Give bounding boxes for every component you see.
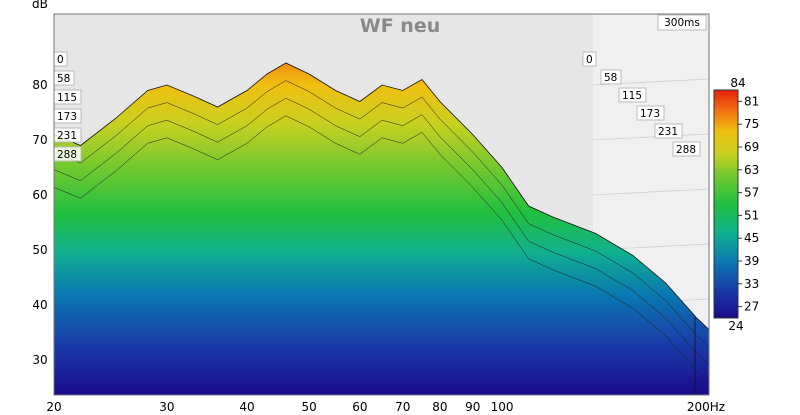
colorbar-tick-label: 81 [744,94,759,108]
y-tick-label: 50 [32,243,47,257]
time-window-box [657,14,707,31]
y-tick-label: 80 [32,78,47,92]
colorbar: 84 24 81 75 69 63 57 51 45 39 33 27 [713,76,759,333]
x-tick-label: 30 [159,400,174,414]
y-tick-label: 30 [32,353,47,367]
time-slice-label: 288 [57,149,77,161]
colorbar-tick-label: 45 [744,231,759,245]
plot-frame [53,13,710,396]
y-tick-label: 40 [32,298,47,312]
colorbar-tick-label: 69 [744,140,759,154]
time-slice-label: 173 [640,108,660,120]
colorbar-bottom-label: 24 [728,319,743,333]
grid-line [592,133,710,141]
time-slice-label: 115 [622,90,642,102]
time-slice-label: 115 [57,92,77,104]
spectrum-contour [54,80,696,334]
y-axis-label: dB [32,0,48,11]
x-tick-label: 60 [352,400,367,414]
x-tick-label: 40 [239,400,254,414]
time-slice-label-box [672,141,701,157]
time-window-label: 300ms [664,17,700,29]
colorbar-tick-label: 57 [744,186,759,200]
colorbar-gradient [713,89,739,319]
y-axis-ticks: 30 40 50 60 70 80 [32,78,47,367]
time-slice-label-box [618,87,647,103]
spectrum-contour [54,97,696,352]
x-tick-label: 100 [491,400,514,414]
x-tick-label: 50 [301,400,316,414]
time-slice-label-box [600,69,622,85]
x-tick-label: 90 [465,400,480,414]
y-tick-label: 70 [32,133,47,147]
x-tick-label: 20 [46,400,61,414]
grid-line [592,188,710,196]
colorbar-tick-label: 39 [744,254,759,268]
time-slice-label: 58 [604,72,617,84]
time-slice-label-box [636,105,665,121]
colorbar-tick-label: 51 [744,208,759,222]
colorbar-tick-label: 75 [744,117,759,131]
colorbar-tick-label: 33 [744,277,759,291]
colorbar-top-label: 84 [730,76,745,90]
x-axis-ticks: 20 30 40 50 60 70 80 90 100 [46,400,513,414]
chart-title: WF neu [360,15,441,37]
time-slice-label: 288 [676,144,696,156]
x-tick-label: 80 [432,400,447,414]
spectrum-contour [54,115,696,369]
colorbar-tick-label: 27 [744,300,759,314]
spectrum-slice [54,62,696,395]
time-slice-label: 0 [57,54,64,66]
slice-labels-left: 0 58 115 173 231 288 [53,51,82,162]
time-slice-label-box [582,51,597,67]
time-slice-label-box [654,123,683,139]
colorbar-ticks: 81 75 69 63 57 51 45 39 33 27 [738,94,759,314]
x-tick-label: 70 [395,400,410,414]
spectra-layer [54,62,709,395]
time-slice-label: 58 [57,73,70,85]
time-slice-label: 231 [57,130,77,142]
slice-labels-right: 0 58 115 173 231 288 [582,51,701,157]
x-axis-end-label: 200Hz [687,400,725,414]
y-tick-label: 60 [32,188,47,202]
time-slice-label: 0 [586,54,593,66]
colorbar-tick-label: 63 [744,163,759,177]
time-slice-label: 231 [658,126,678,138]
time-slice-label: 173 [57,111,77,123]
